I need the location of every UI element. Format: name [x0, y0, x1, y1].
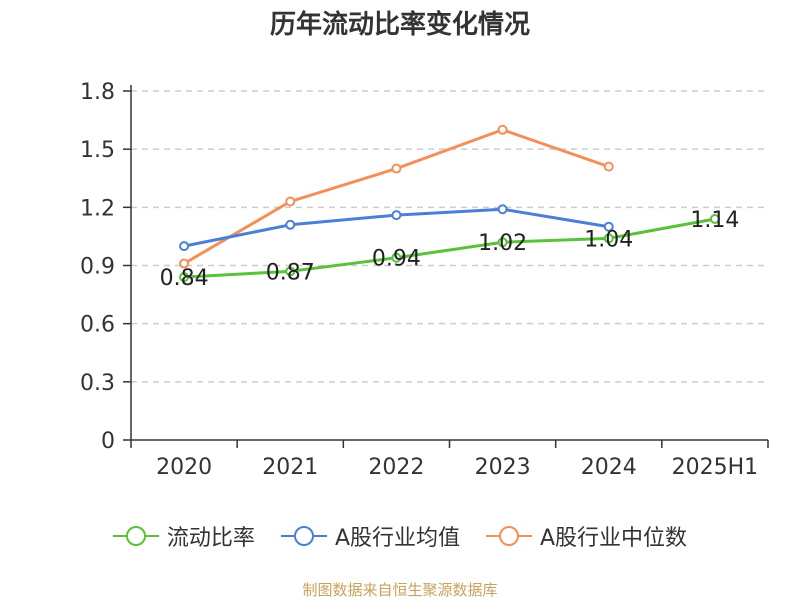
x-tick-label: 2020 [156, 455, 212, 480]
x-tick-label: 2025H1 [672, 455, 759, 480]
x-tick-label: 2024 [581, 455, 637, 480]
data-point[interactable] [603, 233, 614, 244]
data-point[interactable] [285, 196, 296, 207]
source-note: 制图数据来自恒生聚源数据库 [302, 581, 498, 599]
legend: 流动比率 A股行业均值 A股行业中位数 [0, 518, 800, 554]
y-tick-label: 1.2 [80, 196, 115, 221]
data-point[interactable] [285, 219, 296, 230]
legend-line-marker-icon [112, 526, 159, 546]
series-lines [179, 124, 720, 283]
data-point[interactable] [179, 258, 190, 269]
y-tick-label: 0 [101, 429, 115, 454]
data-point[interactable] [391, 252, 402, 263]
y-tick-label: 0.9 [80, 255, 115, 280]
y-tick-label: 1.5 [80, 138, 115, 163]
data-point[interactable] [391, 163, 402, 174]
data-point[interactable] [497, 237, 508, 248]
x-tick-label: 2022 [368, 455, 424, 480]
y-tick-label: 1.8 [80, 80, 115, 105]
data-label: 1.04 [584, 227, 633, 252]
legend-label: A股行业中位数 [540, 526, 688, 551]
x-tick-label: 2023 [475, 455, 531, 480]
data-point[interactable] [391, 210, 402, 221]
data-point[interactable] [603, 221, 614, 232]
y-tick-label: 0.6 [80, 313, 115, 338]
legend-item-industry-mean[interactable]: A股行业均值 [280, 520, 460, 552]
legend-label: A股行业均值 [334, 526, 460, 551]
data-point[interactable] [497, 204, 508, 215]
series-line [184, 217, 716, 279]
chart-title: 历年流动比率变化情况 [269, 10, 530, 40]
data-label: 0.87 [266, 260, 315, 285]
data-point[interactable] [603, 161, 614, 172]
data-point[interactable] [179, 272, 190, 283]
x-tick-label: 2021 [262, 455, 318, 480]
data-point[interactable] [285, 266, 296, 277]
data-label: 1.02 [478, 231, 527, 256]
legend-item-industry-median[interactable]: A股行业中位数 [486, 520, 687, 552]
data-label: 1.14 [690, 208, 739, 233]
legend-line-marker-icon [486, 526, 532, 546]
data-point[interactable] [497, 124, 508, 135]
data-labels: 0.84 0.87 0.94 1.02 1.04 1.14 [160, 208, 740, 291]
y-tick-label: 0.3 [80, 371, 115, 396]
data-point[interactable] [179, 241, 190, 252]
legend-label: 流动比率 [166, 526, 255, 551]
data-label: 0.94 [372, 247, 421, 272]
data-point[interactable] [709, 213, 720, 224]
axes: 0 0.3 0.6 0.9 1.2 1.5 1.8 2020 2021 2022 2023 2024 2… [80, 80, 769, 480]
legend-line-marker-icon [280, 526, 327, 546]
data-label: 0.84 [160, 266, 209, 291]
legend-item-current-ratio[interactable]: 流动比率 [112, 520, 255, 552]
grid-lines [131, 90, 768, 383]
